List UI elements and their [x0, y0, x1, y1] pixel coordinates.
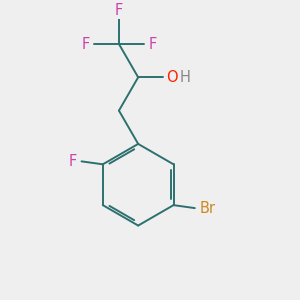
Text: F: F — [81, 37, 90, 52]
Text: O: O — [166, 70, 177, 85]
Text: Br: Br — [199, 201, 215, 216]
Text: F: F — [68, 154, 77, 169]
Text: F: F — [115, 3, 123, 18]
Text: H: H — [179, 70, 190, 85]
Text: F: F — [148, 37, 157, 52]
